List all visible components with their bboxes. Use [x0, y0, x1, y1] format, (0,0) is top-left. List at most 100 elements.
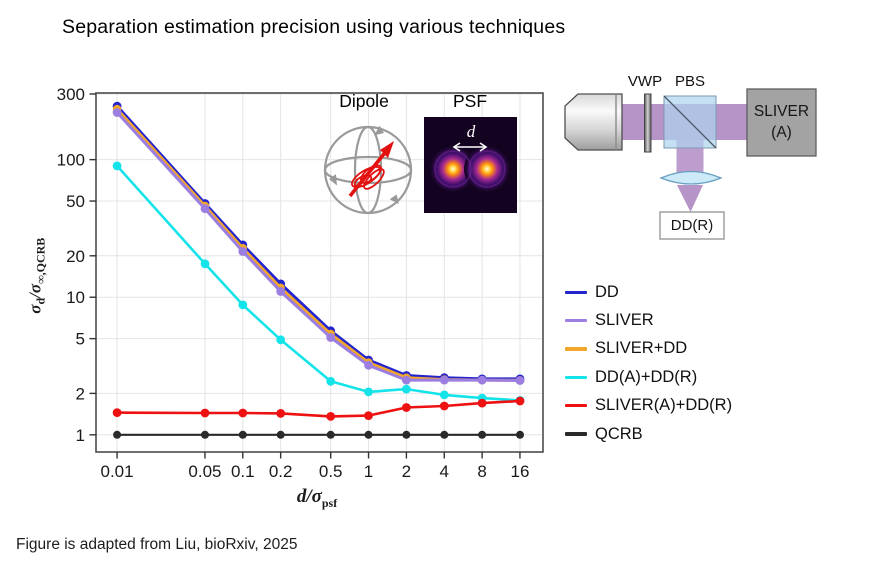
series-marker-QCRB: [478, 430, 487, 439]
dipole-arrow: [348, 141, 394, 198]
x-tick-label: 0.1: [231, 462, 255, 481]
series-marker-SLIVER(A)+DD(R): [200, 408, 210, 418]
legend-item-qcrb: QCRB: [565, 420, 732, 448]
optical-setup-diagram: VWP PBS SLIVER (A) DD(R): [560, 60, 871, 250]
y-tick-label: 10: [66, 288, 85, 307]
series-marker-SLIVER: [276, 287, 286, 296]
legend-swatch-slivera-ddr: [565, 404, 587, 408]
x-tick-label: 0.05: [188, 462, 221, 481]
series-marker-DD(A)+DD(R): [402, 384, 411, 394]
x-tick-label: 4: [440, 462, 449, 481]
series-marker-QCRB: [440, 430, 449, 439]
series-marker-QCRB: [113, 430, 122, 439]
series-marker-SLIVER: [364, 360, 373, 370]
series-marker-SLIVER(A)+DD(R): [439, 401, 449, 411]
series-marker-DD(A)+DD(R): [112, 161, 122, 171]
separation-arrow: [452, 142, 488, 152]
ddr-label: DD(R): [670, 217, 714, 234]
legend-item-slivera-ddr: SLIVER(A)+DD(R): [565, 392, 732, 420]
series-line-DD: [115, 104, 522, 381]
objective-icon: [564, 93, 623, 151]
y-axis-label: σd/σ∞,QCRB: [25, 237, 48, 314]
dipole-wobble-loops: [351, 164, 385, 190]
series-line-DD(A)+DD(R): [115, 164, 522, 402]
vwp-label: VWP: [627, 73, 663, 90]
series-marker-DD(A)+DD(R): [326, 376, 336, 386]
series-marker-SLIVER: [477, 375, 487, 385]
legend-swatch-dda-ddr: [565, 375, 587, 380]
legend-swatch-sliver-dd: [565, 347, 587, 351]
dipole-sphere-icon: [323, 125, 413, 215]
x-tick-label: 1: [364, 462, 373, 481]
y-tick-label: 2: [76, 384, 85, 403]
plot-frame: [95, 92, 544, 453]
series-marker-SLIVER: [326, 333, 336, 342]
vwp-element: [644, 93, 652, 153]
legend-swatch-qcrb: [565, 432, 587, 436]
pbs-cube: [663, 95, 717, 149]
sphere-rotation-arrows: [329, 125, 399, 204]
focused-beam: [677, 185, 703, 212]
series-marker-QCRB: [364, 430, 373, 439]
y-tick-label: 5: [76, 330, 85, 349]
sliver-detector-box: [746, 88, 817, 157]
series-marker-SLIVER(A)+DD(R): [477, 398, 487, 408]
psf-spot-right: [464, 146, 510, 192]
series-marker-QCRB: [276, 430, 285, 439]
series-marker-QCRB: [326, 430, 335, 439]
x-tick-label: 16: [510, 462, 529, 481]
series-marker-SLIVER(A)+DD(R): [326, 412, 336, 421]
separation-d-label: d: [467, 122, 476, 141]
series-line-SLIVER(A)+DD(R): [115, 399, 522, 418]
series-marker-DD(A)+DD(R): [238, 300, 248, 310]
ddr-detector-box: [659, 211, 725, 240]
x-tick-label: 0.5: [319, 462, 343, 481]
x-tick-label: 2: [402, 462, 411, 481]
psf-image: d: [424, 117, 517, 213]
sliver-label: SLIVER (A): [753, 103, 810, 141]
series-marker-SLIVER(A)+DD(R): [364, 411, 373, 420]
dipole-inset-label: Dipole: [339, 91, 389, 111]
x-axis-label: d/σpsf: [296, 486, 338, 510]
pbs-label: PBS: [674, 73, 706, 90]
page-title: Separation estimation precision using va…: [62, 16, 566, 38]
series-marker-SLIVER: [439, 375, 449, 385]
series-marker-DD(A)+DD(R): [364, 387, 373, 397]
series-marker-SLIVER: [200, 204, 210, 214]
legend-item-sliver-dd: SLIVER+DD: [565, 335, 732, 363]
legend-item-sliver: SLIVER: [565, 306, 732, 334]
legend-swatch-sliver: [565, 318, 587, 323]
psf-inset-label: PSF: [452, 91, 488, 111]
series-marker-DD(A)+DD(R): [200, 259, 210, 269]
series-marker-SLIVER(A)+DD(R): [402, 403, 411, 412]
legend-swatch-dd: [565, 290, 587, 294]
y-tick-label: 1: [76, 426, 85, 445]
series-marker-SLIVER(A)+DD(R): [515, 396, 525, 406]
series-marker-SLIVER(A)+DD(R): [238, 408, 248, 418]
psf-spot-left: [430, 146, 476, 192]
y-tick-label: 100: [57, 151, 85, 170]
series-marker-DD(A)+DD(R): [276, 335, 286, 345]
series-marker-SLIVER: [515, 376, 525, 385]
series-line-SLIVER: [115, 111, 522, 382]
x-tick-label: 0.2: [269, 462, 293, 481]
series-marker-SLIVER: [112, 108, 122, 117]
series-marker-SLIVER(A)+DD(R): [276, 409, 286, 418]
lens-icon: [659, 170, 723, 185]
series-marker-SLIVER(A)+DD(R): [112, 408, 122, 417]
series-marker-QCRB: [516, 430, 524, 439]
x-tick-label: 8: [477, 462, 486, 481]
series-marker-QCRB: [201, 430, 209, 439]
legend-item-dda-ddr: DD(A)+DD(R): [565, 363, 732, 391]
series-marker-DD(A)+DD(R): [439, 390, 449, 400]
y-tick-label: 300: [57, 85, 85, 104]
series-marker-SLIVER: [402, 375, 411, 385]
series-marker-QCRB: [238, 430, 247, 439]
x-tick-label: 0.01: [101, 462, 134, 481]
series-marker-QCRB: [402, 430, 411, 439]
series-marker-SLIVER: [238, 247, 248, 256]
legend-item-dd: DD: [565, 278, 732, 306]
figure-source-caption: Figure is adapted from Liu, bioRxiv, 202…: [16, 536, 298, 553]
